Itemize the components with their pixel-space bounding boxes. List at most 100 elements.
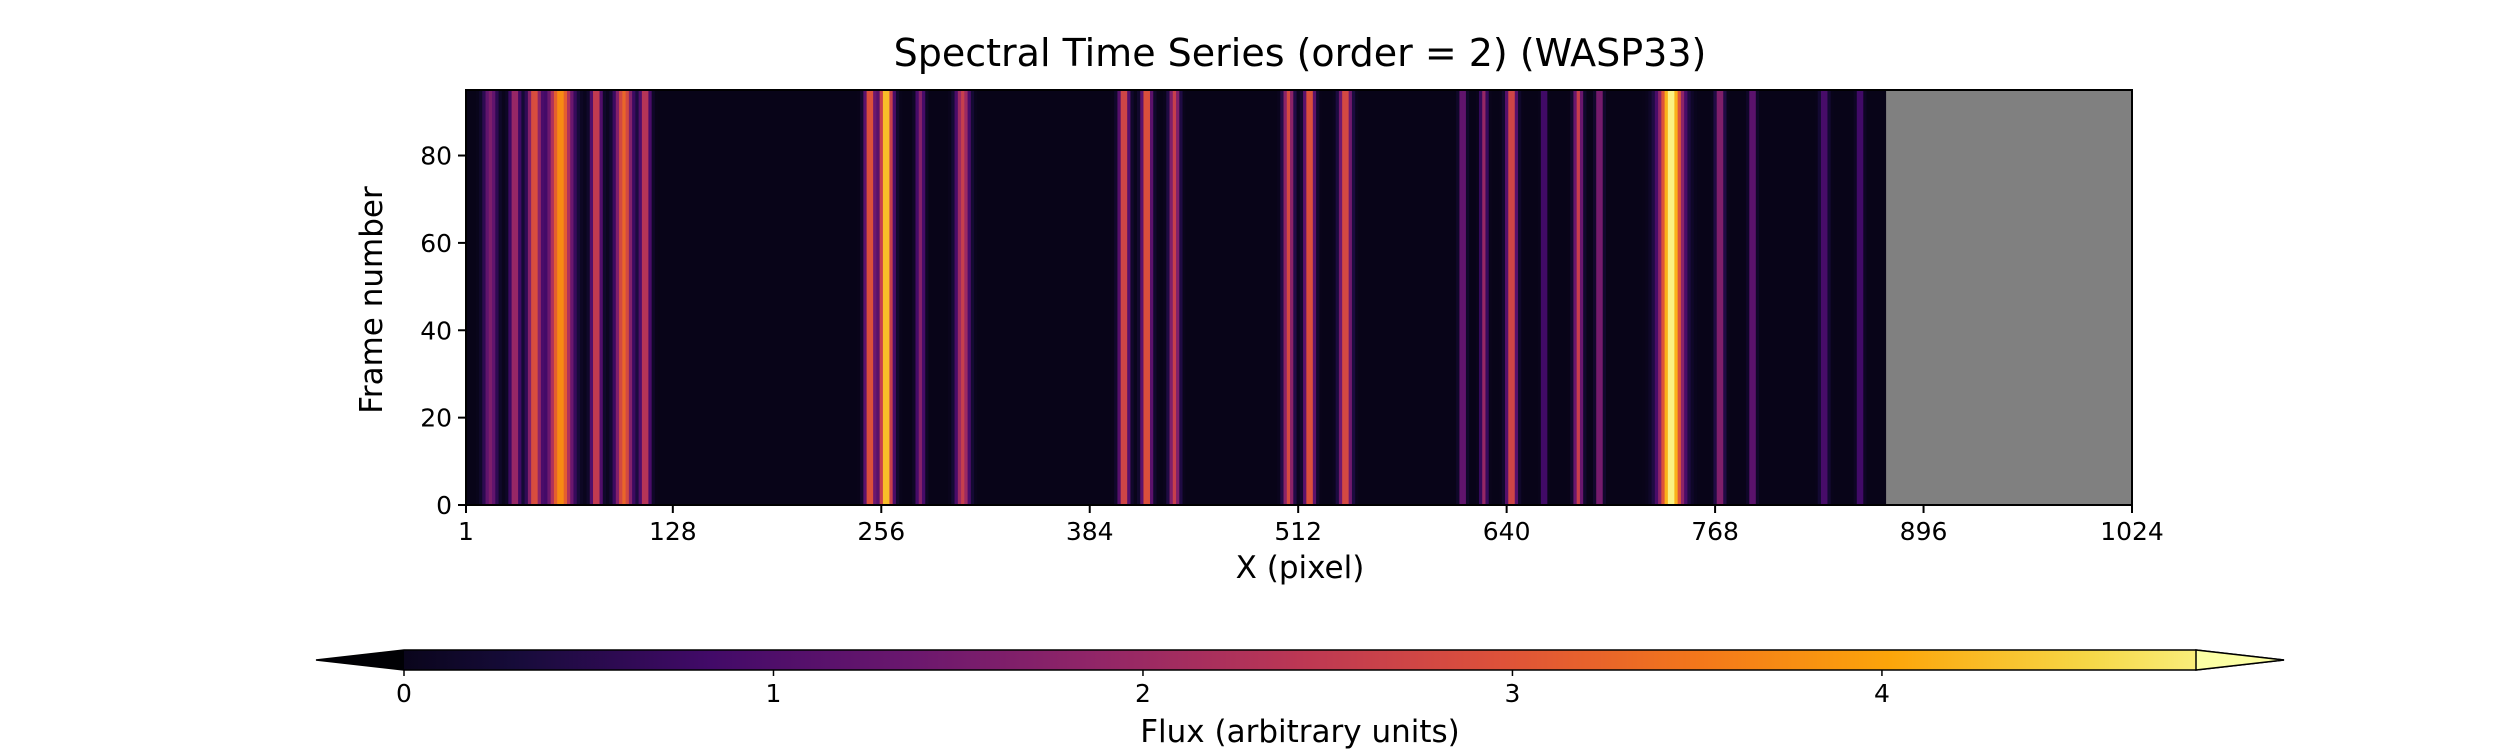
y-axis-ticks: 0 20 40 60 80 bbox=[420, 142, 466, 520]
heatmap-column bbox=[827, 90, 832, 505]
heatmap-column bbox=[788, 90, 793, 505]
heatmap-column bbox=[1420, 90, 1425, 505]
heatmap-column bbox=[707, 90, 711, 505]
heatmap-column bbox=[1016, 90, 1021, 505]
y-tick-label: 60 bbox=[420, 229, 452, 258]
heatmap-column bbox=[1876, 90, 1881, 505]
heatmap-column bbox=[1856, 90, 1861, 505]
heatmap-column bbox=[840, 90, 845, 505]
heatmap-column bbox=[1553, 90, 1558, 505]
heatmap-column bbox=[1377, 90, 1382, 505]
heatmap-column bbox=[1290, 90, 1294, 505]
heatmap-column bbox=[1684, 90, 1689, 505]
heatmap-column bbox=[1088, 90, 1092, 505]
heatmap-column bbox=[1557, 90, 1561, 505]
heatmap-column bbox=[1573, 90, 1578, 505]
heatmap-column bbox=[1172, 90, 1177, 505]
heatmap-column bbox=[1592, 90, 1597, 505]
heatmap-column bbox=[739, 90, 744, 505]
heatmap-column bbox=[1879, 90, 1884, 505]
heatmap-column bbox=[1417, 90, 1421, 505]
heatmap-column bbox=[570, 90, 575, 505]
heatmap-column bbox=[1244, 90, 1249, 505]
heatmap-column bbox=[1814, 90, 1819, 505]
heatmap-column bbox=[622, 90, 627, 505]
heatmap-column bbox=[1495, 90, 1500, 505]
heatmap-column bbox=[1775, 90, 1780, 505]
heatmap-column bbox=[1257, 90, 1262, 505]
heatmap-column bbox=[935, 90, 939, 505]
heatmap-column bbox=[749, 90, 754, 505]
heatmap-column bbox=[1338, 90, 1343, 505]
heatmap-column bbox=[921, 90, 926, 505]
heatmap-column bbox=[736, 90, 741, 505]
heatmap-column bbox=[1211, 90, 1216, 505]
heatmap-column bbox=[573, 90, 578, 505]
colorbar-tick-label: 3 bbox=[1505, 679, 1521, 708]
heatmap-column bbox=[1459, 90, 1464, 505]
heatmap-column bbox=[1710, 90, 1715, 505]
heatmap-column bbox=[579, 90, 584, 505]
heatmap-column bbox=[1716, 90, 1721, 505]
heatmap-column bbox=[716, 90, 721, 505]
heatmap-column bbox=[1075, 90, 1079, 505]
colorbar-label: Flux (arbitrary units) bbox=[1140, 714, 1460, 750]
heatmap-column bbox=[687, 90, 692, 505]
heatmap-column bbox=[1570, 90, 1575, 505]
heatmap-column bbox=[518, 90, 522, 505]
heatmap-column bbox=[1560, 90, 1565, 505]
heatmap-column bbox=[1325, 90, 1330, 505]
heatmap-column bbox=[1153, 90, 1158, 505]
heatmap-column bbox=[1540, 90, 1545, 505]
heatmap-column bbox=[821, 90, 825, 505]
heatmap-column bbox=[1146, 90, 1151, 505]
heatmap-column bbox=[514, 90, 519, 505]
heatmap-column bbox=[1465, 90, 1470, 505]
heatmap-column bbox=[964, 90, 969, 505]
heatmap-column bbox=[1032, 90, 1037, 505]
x-tick-label: 1024 bbox=[2100, 517, 2164, 546]
heatmap-column bbox=[1439, 90, 1444, 505]
heatmap-column bbox=[974, 90, 978, 505]
heatmap-column bbox=[1843, 90, 1848, 505]
heatmap-column bbox=[1648, 90, 1653, 505]
heatmap-column bbox=[1185, 90, 1190, 505]
heatmap-column bbox=[524, 90, 529, 505]
heatmap-column bbox=[847, 90, 851, 505]
heatmap-column bbox=[498, 90, 503, 505]
heatmap-column bbox=[599, 90, 604, 505]
heatmap-column bbox=[1726, 90, 1731, 505]
heatmap-column bbox=[1817, 90, 1822, 505]
heatmap-column bbox=[908, 90, 913, 505]
heatmap-column bbox=[1035, 90, 1040, 505]
heatmap-column bbox=[1638, 90, 1643, 505]
heatmap-column bbox=[508, 90, 513, 505]
heatmap-column bbox=[759, 90, 763, 505]
heatmap-column bbox=[1664, 90, 1669, 505]
heatmap-column bbox=[1446, 90, 1451, 505]
heatmap-column bbox=[612, 90, 617, 505]
heatmap-column bbox=[615, 90, 620, 505]
heatmap-column bbox=[902, 90, 907, 505]
heatmap-column bbox=[1283, 90, 1288, 505]
x-axis-ticks: 1 128 256 384 512 640 768 896 1024 bbox=[458, 505, 2164, 546]
heatmap-column bbox=[1042, 90, 1047, 505]
heatmap-column bbox=[1615, 90, 1620, 505]
heatmap-column bbox=[602, 90, 607, 505]
heatmap-column bbox=[807, 90, 812, 505]
heatmap-column bbox=[1120, 90, 1125, 505]
heatmap-column bbox=[1319, 90, 1324, 505]
heatmap-column bbox=[804, 90, 809, 505]
heatmap-column bbox=[1299, 90, 1304, 505]
heatmap-column bbox=[1456, 90, 1461, 505]
heatmap-column bbox=[1104, 90, 1109, 505]
heatmap-column bbox=[1527, 90, 1532, 505]
heatmap-column bbox=[1374, 90, 1379, 505]
heatmap-column bbox=[1674, 90, 1679, 505]
x-tick-label: 640 bbox=[1483, 517, 1531, 546]
heatmap-column bbox=[1391, 90, 1395, 505]
heatmap-column bbox=[1143, 90, 1148, 505]
heatmap-column bbox=[1469, 90, 1474, 505]
heatmap-column bbox=[856, 90, 861, 505]
heatmap-column bbox=[645, 90, 649, 505]
